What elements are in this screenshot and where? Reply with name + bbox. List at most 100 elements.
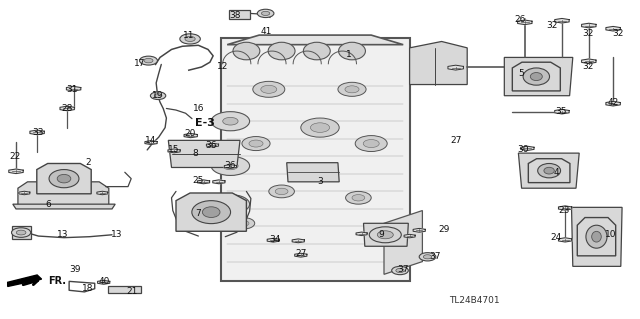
Text: 11: 11	[183, 31, 195, 40]
Circle shape	[223, 117, 238, 125]
Ellipse shape	[523, 68, 550, 85]
Text: 5: 5	[519, 69, 524, 78]
Polygon shape	[97, 280, 110, 284]
Polygon shape	[577, 218, 616, 256]
Text: 40: 40	[99, 277, 110, 286]
Circle shape	[253, 81, 285, 97]
Polygon shape	[224, 165, 237, 168]
Text: 34: 34	[269, 235, 281, 244]
Text: 36: 36	[225, 161, 236, 170]
Text: 32: 32	[582, 29, 593, 38]
Text: 2: 2	[86, 158, 91, 167]
Text: 18: 18	[82, 284, 93, 293]
Circle shape	[419, 253, 436, 261]
Polygon shape	[267, 238, 280, 242]
Text: 17: 17	[134, 59, 145, 68]
Polygon shape	[413, 228, 426, 232]
Text: 35: 35	[555, 107, 566, 116]
Polygon shape	[582, 59, 596, 63]
Text: 9: 9	[378, 230, 383, 239]
Text: 26: 26	[514, 15, 525, 24]
Text: 22: 22	[10, 152, 21, 161]
Polygon shape	[60, 106, 74, 111]
Text: 19: 19	[152, 91, 163, 100]
Polygon shape	[168, 149, 180, 153]
Circle shape	[211, 156, 250, 175]
Circle shape	[144, 58, 153, 63]
Polygon shape	[97, 191, 108, 195]
Text: FR.: FR.	[48, 276, 66, 286]
Circle shape	[185, 36, 195, 41]
Polygon shape	[176, 193, 246, 231]
Circle shape	[364, 139, 380, 148]
Text: 25: 25	[193, 176, 204, 185]
Ellipse shape	[531, 72, 542, 81]
Circle shape	[396, 269, 404, 272]
Circle shape	[223, 200, 238, 208]
Ellipse shape	[303, 42, 330, 60]
Circle shape	[424, 255, 432, 259]
Ellipse shape	[544, 167, 554, 174]
Circle shape	[257, 9, 274, 18]
Polygon shape	[108, 286, 141, 293]
Polygon shape	[521, 146, 534, 151]
Text: 3: 3	[317, 177, 323, 186]
Circle shape	[310, 123, 330, 132]
Polygon shape	[572, 207, 622, 266]
Text: 37: 37	[429, 252, 441, 261]
Polygon shape	[37, 164, 92, 194]
Text: 23: 23	[559, 206, 570, 215]
Text: 15: 15	[168, 145, 179, 154]
Text: 32: 32	[546, 21, 557, 30]
Circle shape	[180, 34, 200, 44]
Polygon shape	[212, 180, 225, 184]
Text: 31: 31	[66, 85, 77, 94]
Polygon shape	[555, 19, 569, 23]
Text: 32: 32	[612, 29, 623, 38]
Polygon shape	[448, 65, 463, 70]
Polygon shape	[518, 153, 579, 188]
Polygon shape	[145, 141, 157, 145]
Circle shape	[211, 112, 250, 131]
Text: 12: 12	[217, 63, 228, 71]
Polygon shape	[229, 10, 250, 19]
Polygon shape	[13, 204, 115, 209]
Ellipse shape	[233, 42, 260, 60]
Circle shape	[387, 225, 407, 235]
Polygon shape	[292, 239, 305, 243]
Polygon shape	[197, 180, 210, 184]
Circle shape	[392, 227, 402, 232]
Circle shape	[237, 220, 249, 226]
Circle shape	[17, 230, 26, 235]
Circle shape	[352, 195, 365, 201]
Polygon shape	[227, 35, 403, 45]
Circle shape	[261, 85, 277, 93]
Circle shape	[12, 228, 31, 237]
Text: 28: 28	[61, 104, 73, 113]
Polygon shape	[606, 101, 620, 106]
Ellipse shape	[202, 207, 220, 218]
Text: 20: 20	[184, 130, 196, 138]
Text: 13: 13	[111, 230, 122, 239]
Polygon shape	[384, 211, 422, 274]
Circle shape	[232, 218, 255, 229]
Circle shape	[392, 266, 408, 275]
Polygon shape	[582, 23, 596, 28]
Circle shape	[345, 86, 359, 93]
Text: 27: 27	[295, 249, 307, 258]
Ellipse shape	[57, 174, 71, 183]
Circle shape	[269, 185, 294, 198]
Circle shape	[223, 162, 238, 170]
Ellipse shape	[192, 201, 230, 224]
Circle shape	[261, 11, 270, 16]
Polygon shape	[287, 163, 339, 182]
Text: 27: 27	[450, 136, 461, 145]
Text: 29: 29	[438, 225, 450, 234]
Ellipse shape	[339, 42, 365, 60]
Ellipse shape	[538, 163, 561, 178]
Text: TL24B4701: TL24B4701	[449, 296, 500, 305]
Polygon shape	[559, 238, 572, 242]
Polygon shape	[206, 143, 219, 147]
Circle shape	[301, 118, 339, 137]
Polygon shape	[12, 226, 31, 239]
